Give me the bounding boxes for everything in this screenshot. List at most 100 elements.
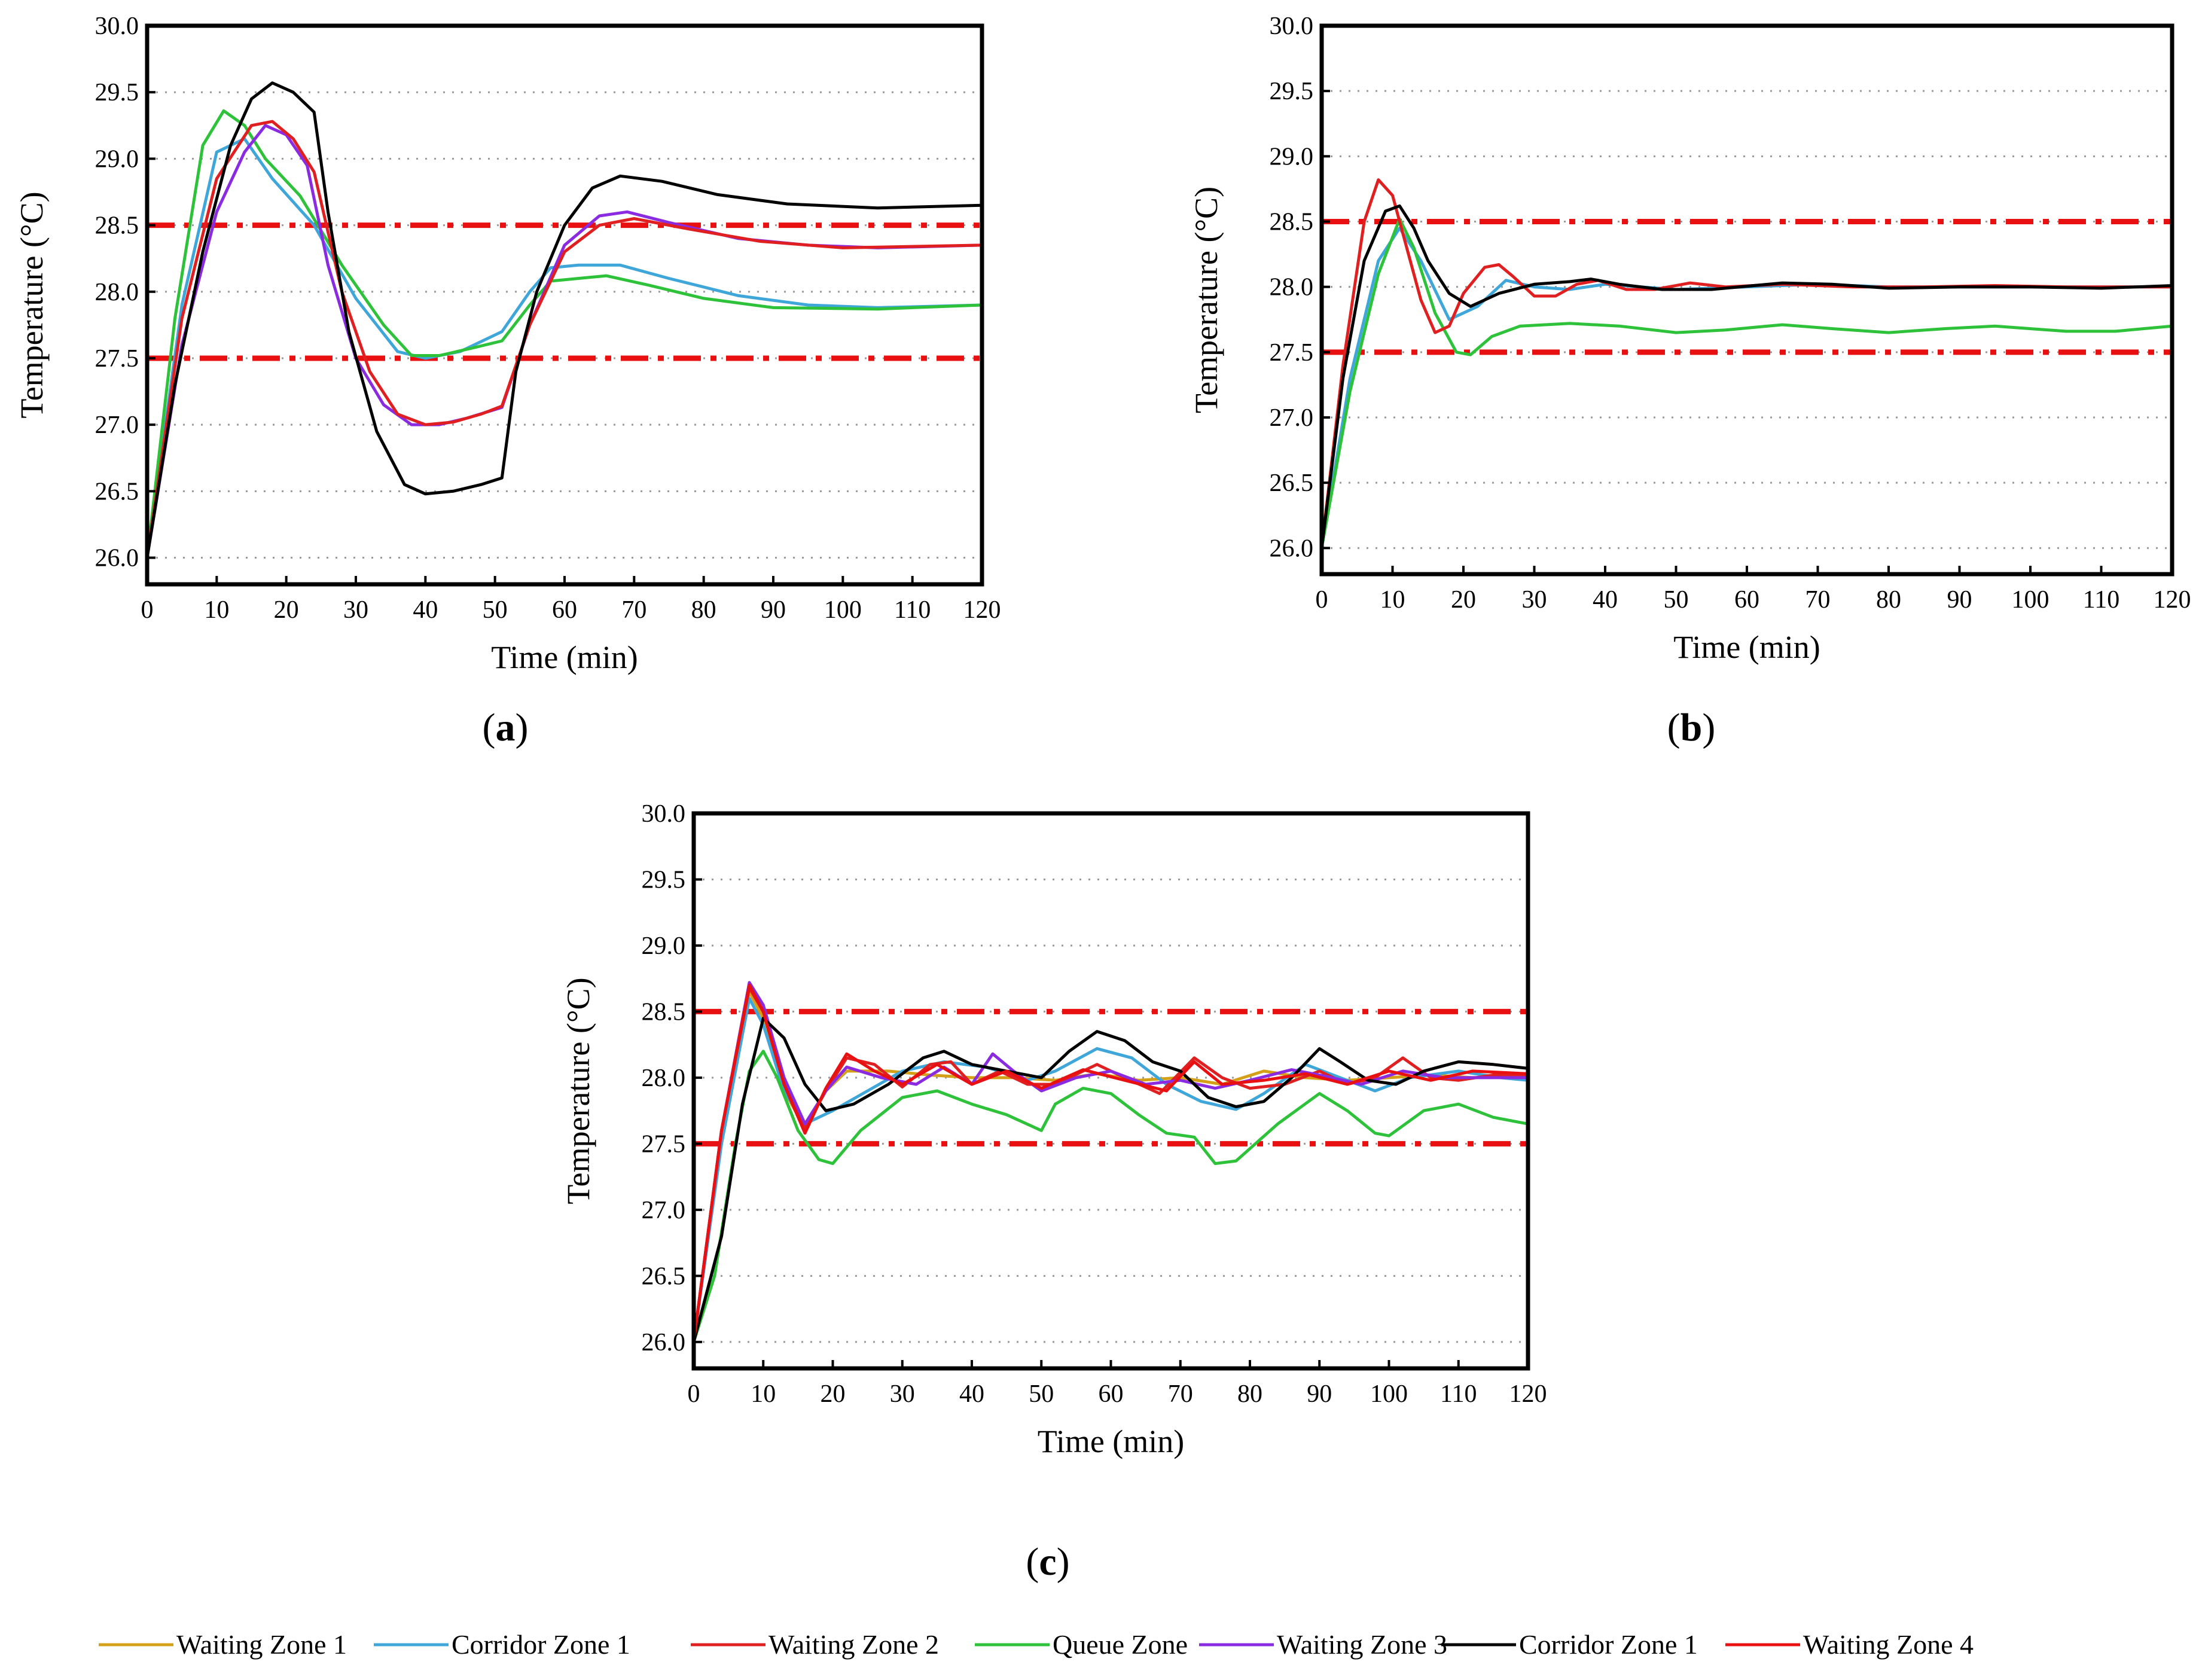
legend-label: Corridor Zone 1 bbox=[1519, 1629, 1698, 1660]
x-tick-label: 100 bbox=[824, 596, 862, 624]
legend-item-wz2: Waiting Zone 2 bbox=[691, 1629, 939, 1660]
panel-label: (b) bbox=[1667, 706, 1716, 749]
series-line-wz3 bbox=[145, 124, 984, 559]
legend-label: Waiting Zone 3 bbox=[1277, 1629, 1447, 1660]
plot-frame bbox=[1319, 23, 2174, 577]
y-tick-label: 27.0 bbox=[95, 411, 139, 439]
x-tick-label: 50 bbox=[483, 596, 508, 624]
x-tick-label: 20 bbox=[1451, 586, 1476, 614]
x-tick-label: 60 bbox=[1734, 586, 1759, 614]
x-axis-title: Time (min) bbox=[1673, 629, 1820, 665]
x-tick-label: 110 bbox=[894, 596, 931, 624]
x-tick-label: 30 bbox=[343, 596, 368, 624]
legend-label: Queue Zone bbox=[1053, 1629, 1188, 1660]
y-tick-label: 26.5 bbox=[95, 478, 139, 505]
y-axis-title: Temperature (°C) bbox=[560, 977, 596, 1204]
series-line-wz4 bbox=[692, 983, 1530, 1344]
plot-frame bbox=[691, 811, 1530, 1371]
y-tick-label: 29.5 bbox=[642, 866, 686, 894]
x-tick-label: 80 bbox=[691, 596, 716, 624]
x-tick-label: 40 bbox=[413, 596, 438, 624]
x-tick-label: 40 bbox=[959, 1380, 984, 1408]
y-tick-label: 29.0 bbox=[95, 145, 139, 173]
y-tick-label: 30.0 bbox=[1270, 13, 1314, 40]
panel-label: (a) bbox=[483, 706, 529, 749]
panel-label: (c) bbox=[1026, 1540, 1069, 1584]
x-tick-label: 110 bbox=[1440, 1380, 1477, 1408]
legend-label: Waiting Zone 4 bbox=[1803, 1629, 1974, 1660]
x-tick-label: 90 bbox=[761, 596, 786, 624]
legend-item-wz1: Waiting Zone 1 bbox=[99, 1629, 347, 1660]
x-tick-label: 100 bbox=[2012, 586, 2049, 614]
x-tick-label: 30 bbox=[1522, 586, 1547, 614]
series-line-cz1b bbox=[1320, 204, 2174, 550]
y-tick-label: 26.0 bbox=[1270, 535, 1314, 562]
x-tick-label: 90 bbox=[1307, 1380, 1332, 1408]
y-tick-label: 27.5 bbox=[1270, 339, 1314, 367]
chart-panel-a: 26.0 26.5 27.0 27.5 28.0 28.5 29.0 29.5 30.0 0 10 2… bbox=[14, 13, 1001, 749]
y-tick-label: 26.5 bbox=[642, 1263, 686, 1290]
series-line-wz2 bbox=[145, 120, 984, 559]
legend-item-wz4: Waiting Zone 4 bbox=[1725, 1629, 1974, 1660]
chart-panel-b: 26.0 26.5 27.0 27.5 28.0 28.5 29.0 29.5 30.0 0 10 2… bbox=[1188, 13, 2191, 749]
x-tick-label: 10 bbox=[751, 1380, 776, 1408]
y-tick-label: 28.5 bbox=[95, 212, 139, 240]
legend-item-qz: Queue Zone bbox=[975, 1629, 1188, 1660]
chart-panel-c: 26.0 26.5 27.0 27.5 28.0 28.5 29.0 29.5 30.0 0 10 2… bbox=[560, 800, 1547, 1584]
legend-label: Waiting Zone 2 bbox=[768, 1629, 939, 1660]
series-line-qz bbox=[692, 1050, 1530, 1344]
x-tick-label: 50 bbox=[1029, 1380, 1054, 1408]
y-axis-title: Temperature (°C) bbox=[1188, 187, 1224, 413]
y-tick-label: 28.0 bbox=[95, 279, 139, 306]
series-line-cz1b bbox=[145, 81, 984, 559]
x-axis-title: Time (min) bbox=[491, 639, 638, 675]
y-tick-label: 28.5 bbox=[1270, 209, 1314, 236]
y-tick-label: 29.5 bbox=[1270, 78, 1314, 105]
y-tick-label: 30.0 bbox=[95, 13, 139, 40]
x-tick-label: 70 bbox=[1805, 586, 1831, 614]
y-tick-label: 30.0 bbox=[642, 800, 686, 828]
x-tick-label: 80 bbox=[1876, 586, 1901, 614]
series-line-qz bbox=[1320, 217, 2174, 550]
x-tick-label: 80 bbox=[1237, 1380, 1262, 1408]
legend-item-cz1: Corridor Zone 1 bbox=[374, 1629, 630, 1660]
x-tick-label: 0 bbox=[1316, 586, 1328, 614]
y-tick-label: 29.0 bbox=[1270, 143, 1314, 170]
x-tick-label: 20 bbox=[274, 596, 299, 624]
series-line-cz1b bbox=[692, 1017, 1530, 1344]
y-tick-label: 28.0 bbox=[1270, 274, 1314, 301]
x-tick-label: 40 bbox=[1593, 586, 1618, 614]
legend: Waiting Zone 1 Corridor Zone 1 Waiting Zon… bbox=[99, 1629, 1974, 1660]
x-tick-label: 20 bbox=[821, 1380, 846, 1408]
x-axis-title: Time (min) bbox=[1038, 1423, 1185, 1459]
x-tick-label: 120 bbox=[963, 596, 1001, 624]
y-tick-label: 27.0 bbox=[642, 1197, 686, 1224]
y-tick-label: 27.5 bbox=[95, 345, 139, 373]
x-tick-label: 10 bbox=[204, 596, 229, 624]
x-tick-label: 10 bbox=[1380, 586, 1405, 614]
x-tick-label: 90 bbox=[1947, 586, 1972, 614]
x-tick-label: 60 bbox=[1099, 1380, 1124, 1408]
y-tick-label: 29.5 bbox=[95, 79, 139, 106]
x-tick-label: 70 bbox=[1168, 1380, 1193, 1408]
legend-item-cz1b: Corridor Zone 1 bbox=[1441, 1629, 1698, 1660]
legend-label: Waiting Zone 1 bbox=[176, 1629, 347, 1660]
series-line-wz2 bbox=[1320, 178, 2174, 550]
y-tick-label: 27.0 bbox=[1270, 404, 1314, 432]
x-tick-label: 30 bbox=[890, 1380, 915, 1408]
y-tick-label: 28.5 bbox=[642, 998, 686, 1026]
y-tick-label: 26.5 bbox=[1270, 469, 1314, 497]
x-tick-label: 110 bbox=[2083, 586, 2119, 614]
x-tick-label: 100 bbox=[1370, 1380, 1408, 1408]
series-line-cz1 bbox=[1320, 226, 2174, 550]
x-tick-label: 0 bbox=[688, 1380, 700, 1408]
series-line-cz1 bbox=[692, 996, 1530, 1344]
x-tick-label: 120 bbox=[2154, 586, 2191, 614]
x-tick-label: 0 bbox=[141, 596, 154, 624]
y-tick-label: 26.0 bbox=[642, 1329, 686, 1356]
y-tick-label: 29.0 bbox=[642, 932, 686, 960]
x-tick-label: 70 bbox=[621, 596, 646, 624]
series-line-qz bbox=[145, 109, 984, 559]
y-tick-label: 28.0 bbox=[642, 1065, 686, 1092]
